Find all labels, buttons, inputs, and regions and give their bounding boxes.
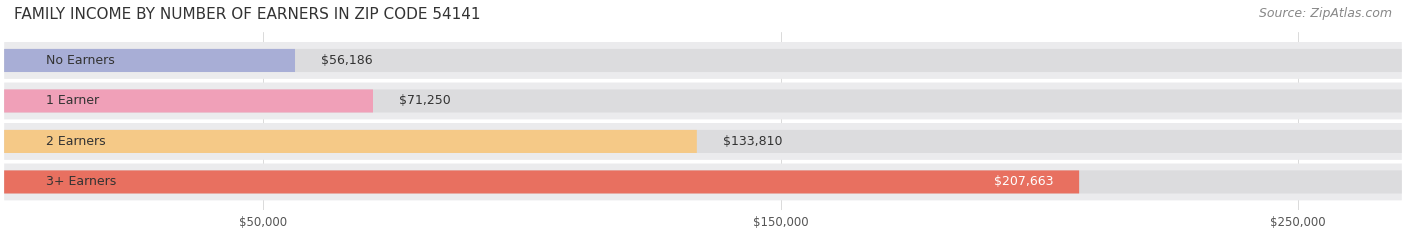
Text: FAMILY INCOME BY NUMBER OF EARNERS IN ZIP CODE 54141: FAMILY INCOME BY NUMBER OF EARNERS IN ZI… — [14, 7, 481, 22]
FancyBboxPatch shape — [4, 130, 1402, 153]
FancyBboxPatch shape — [4, 82, 1402, 119]
FancyBboxPatch shape — [4, 123, 1402, 160]
FancyBboxPatch shape — [4, 164, 1402, 200]
Text: $71,250: $71,250 — [399, 94, 451, 107]
FancyBboxPatch shape — [4, 42, 1402, 79]
Text: 2 Earners: 2 Earners — [45, 135, 105, 148]
Text: $56,186: $56,186 — [321, 54, 373, 67]
Text: Source: ZipAtlas.com: Source: ZipAtlas.com — [1258, 7, 1392, 20]
FancyBboxPatch shape — [4, 170, 1080, 193]
Text: $133,810: $133,810 — [723, 135, 782, 148]
FancyBboxPatch shape — [4, 49, 1402, 72]
Text: No Earners: No Earners — [45, 54, 114, 67]
Text: $207,663: $207,663 — [994, 175, 1053, 188]
Text: 1 Earner: 1 Earner — [45, 94, 98, 107]
FancyBboxPatch shape — [4, 170, 1402, 193]
Text: 3+ Earners: 3+ Earners — [45, 175, 115, 188]
FancyBboxPatch shape — [4, 89, 373, 113]
FancyBboxPatch shape — [4, 130, 697, 153]
FancyBboxPatch shape — [4, 89, 1402, 113]
FancyBboxPatch shape — [4, 49, 295, 72]
